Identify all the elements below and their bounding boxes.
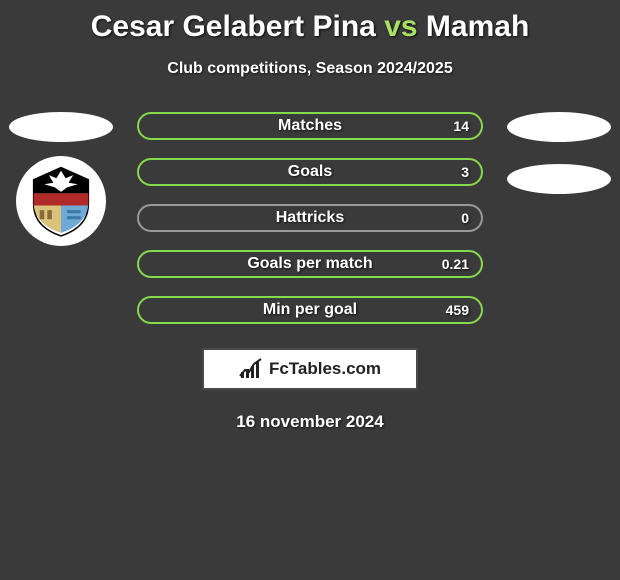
stat-bar-hattricks: Hattricks 0 [137,204,483,232]
stat-label: Hattricks [276,209,344,227]
club-crest-icon [23,163,99,239]
player1-photo-placeholder [9,112,113,142]
title-player1: Cesar Gelabert Pina [91,10,376,43]
attribution-badge[interactable]: FcTables.com [202,348,418,390]
date-label: 16 november 2024 [0,412,620,432]
stat-value-right: 0.21 [442,256,469,272]
stat-label: Min per goal [263,301,357,319]
stat-label: Goals per match [247,255,372,273]
left-column [6,112,116,246]
stat-bars: Matches 14 Goals 3 Hattricks 0 Goals per… [137,112,483,324]
stat-value-right: 0 [461,210,469,226]
subtitle: Club competitions, Season 2024/2025 [0,60,620,78]
attribution-text: FcTables.com [269,359,381,379]
player2-photo-placeholder [507,112,611,142]
main-area: Matches 14 Goals 3 Hattricks 0 Goals per… [0,112,620,432]
title-vs: vs [384,10,417,43]
stat-bar-goals-per-match: Goals per match 0.21 [137,250,483,278]
player1-club-crest [16,156,106,246]
stat-label: Goals [288,163,332,181]
stat-bar-goals: Goals 3 [137,158,483,186]
right-column [504,112,614,194]
chart-icon [239,358,263,380]
stat-value-right: 459 [446,302,469,318]
player2-club-placeholder [507,164,611,194]
stat-value-right: 3 [461,164,469,180]
stat-bar-min-per-goal: Min per goal 459 [137,296,483,324]
comparison-card: Cesar Gelabert Pina vs Mamah Club compet… [0,0,620,580]
stat-bar-matches: Matches 14 [137,112,483,140]
stat-label: Matches [278,117,342,135]
page-title: Cesar Gelabert Pina vs Mamah [0,0,620,44]
title-player2: Mamah [426,10,529,43]
stat-value-right: 14 [453,118,469,134]
